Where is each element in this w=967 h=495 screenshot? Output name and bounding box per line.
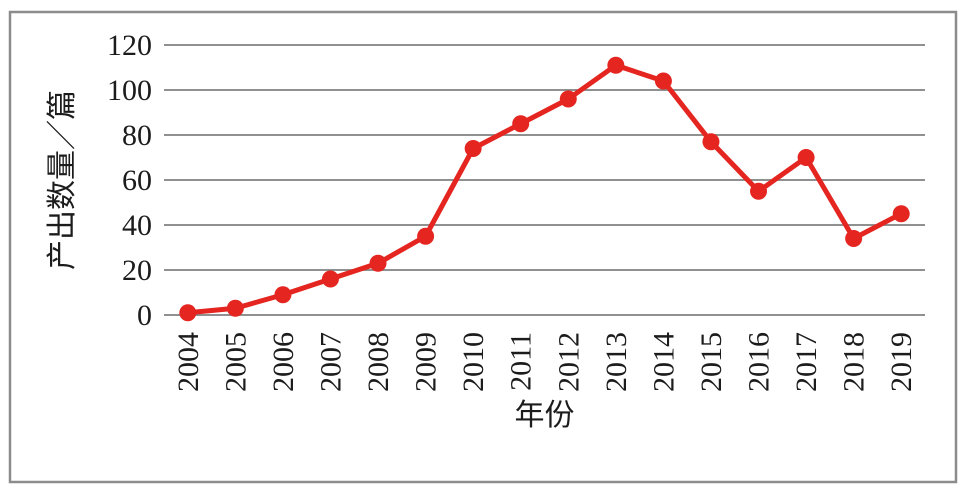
x-tick-label: 2014 [647, 332, 680, 392]
x-tick-label: 2017 [790, 332, 823, 392]
y-tick-label: 20 [122, 254, 152, 287]
data-point-marker [274, 286, 292, 304]
data-point-marker [417, 227, 435, 245]
y-tick-label: 120 [107, 29, 152, 62]
data-point-marker [654, 72, 672, 90]
data-point-marker [369, 254, 387, 272]
data-point-marker [226, 299, 244, 317]
x-tick-label: 2011 [505, 332, 538, 391]
x-tick-label: 2008 [362, 332, 395, 392]
x-tick-label: 2012 [552, 332, 585, 392]
data-point-marker [607, 56, 625, 74]
x-axis-tick-labels: 2004 2005 2006 2007 2008 2009 2010 2011 2012 2013… [172, 332, 918, 392]
x-tick-label: 2005 [219, 332, 252, 392]
y-tick-label: 0 [137, 299, 152, 332]
data-point-marker [559, 90, 577, 108]
x-tick-label: 2010 [457, 332, 490, 392]
y-tick-label: 40 [122, 209, 152, 242]
chart-frame-border [8, 10, 958, 484]
data-points [179, 56, 910, 322]
y-tick-label: 100 [107, 74, 152, 107]
data-point-marker [464, 140, 482, 157]
x-tick-label: 2009 [410, 332, 443, 392]
gridlines [164, 44, 925, 316]
x-tick-label: 2015 [695, 332, 728, 392]
data-point-marker [750, 182, 768, 200]
x-tick-label: 2007 [314, 332, 347, 392]
x-tick-label: 2013 [600, 332, 633, 392]
y-tick-label: 60 [122, 164, 152, 197]
data-point-marker [797, 149, 815, 166]
y-axis-tick-labels: 0 20 40 60 80 100 120 [107, 29, 152, 332]
y-axis-title: 产出数量／篇 [46, 90, 79, 270]
y-tick-label: 80 [122, 119, 152, 152]
data-point-marker [702, 133, 720, 151]
x-tick-label: 2004 [172, 332, 205, 392]
data-point-marker [321, 270, 339, 288]
x-axis-title: 年份 [515, 399, 575, 432]
x-tick-label: 2006 [267, 332, 300, 392]
x-tick-label: 2016 [743, 332, 776, 392]
series-line [185, 62, 904, 316]
x-tick-label: 2019 [885, 332, 918, 392]
data-point-marker [845, 230, 863, 247]
data-point-marker [179, 304, 197, 322]
data-point-marker [892, 205, 910, 223]
x-tick-label: 2018 [838, 332, 871, 392]
data-point-marker [512, 115, 530, 133]
